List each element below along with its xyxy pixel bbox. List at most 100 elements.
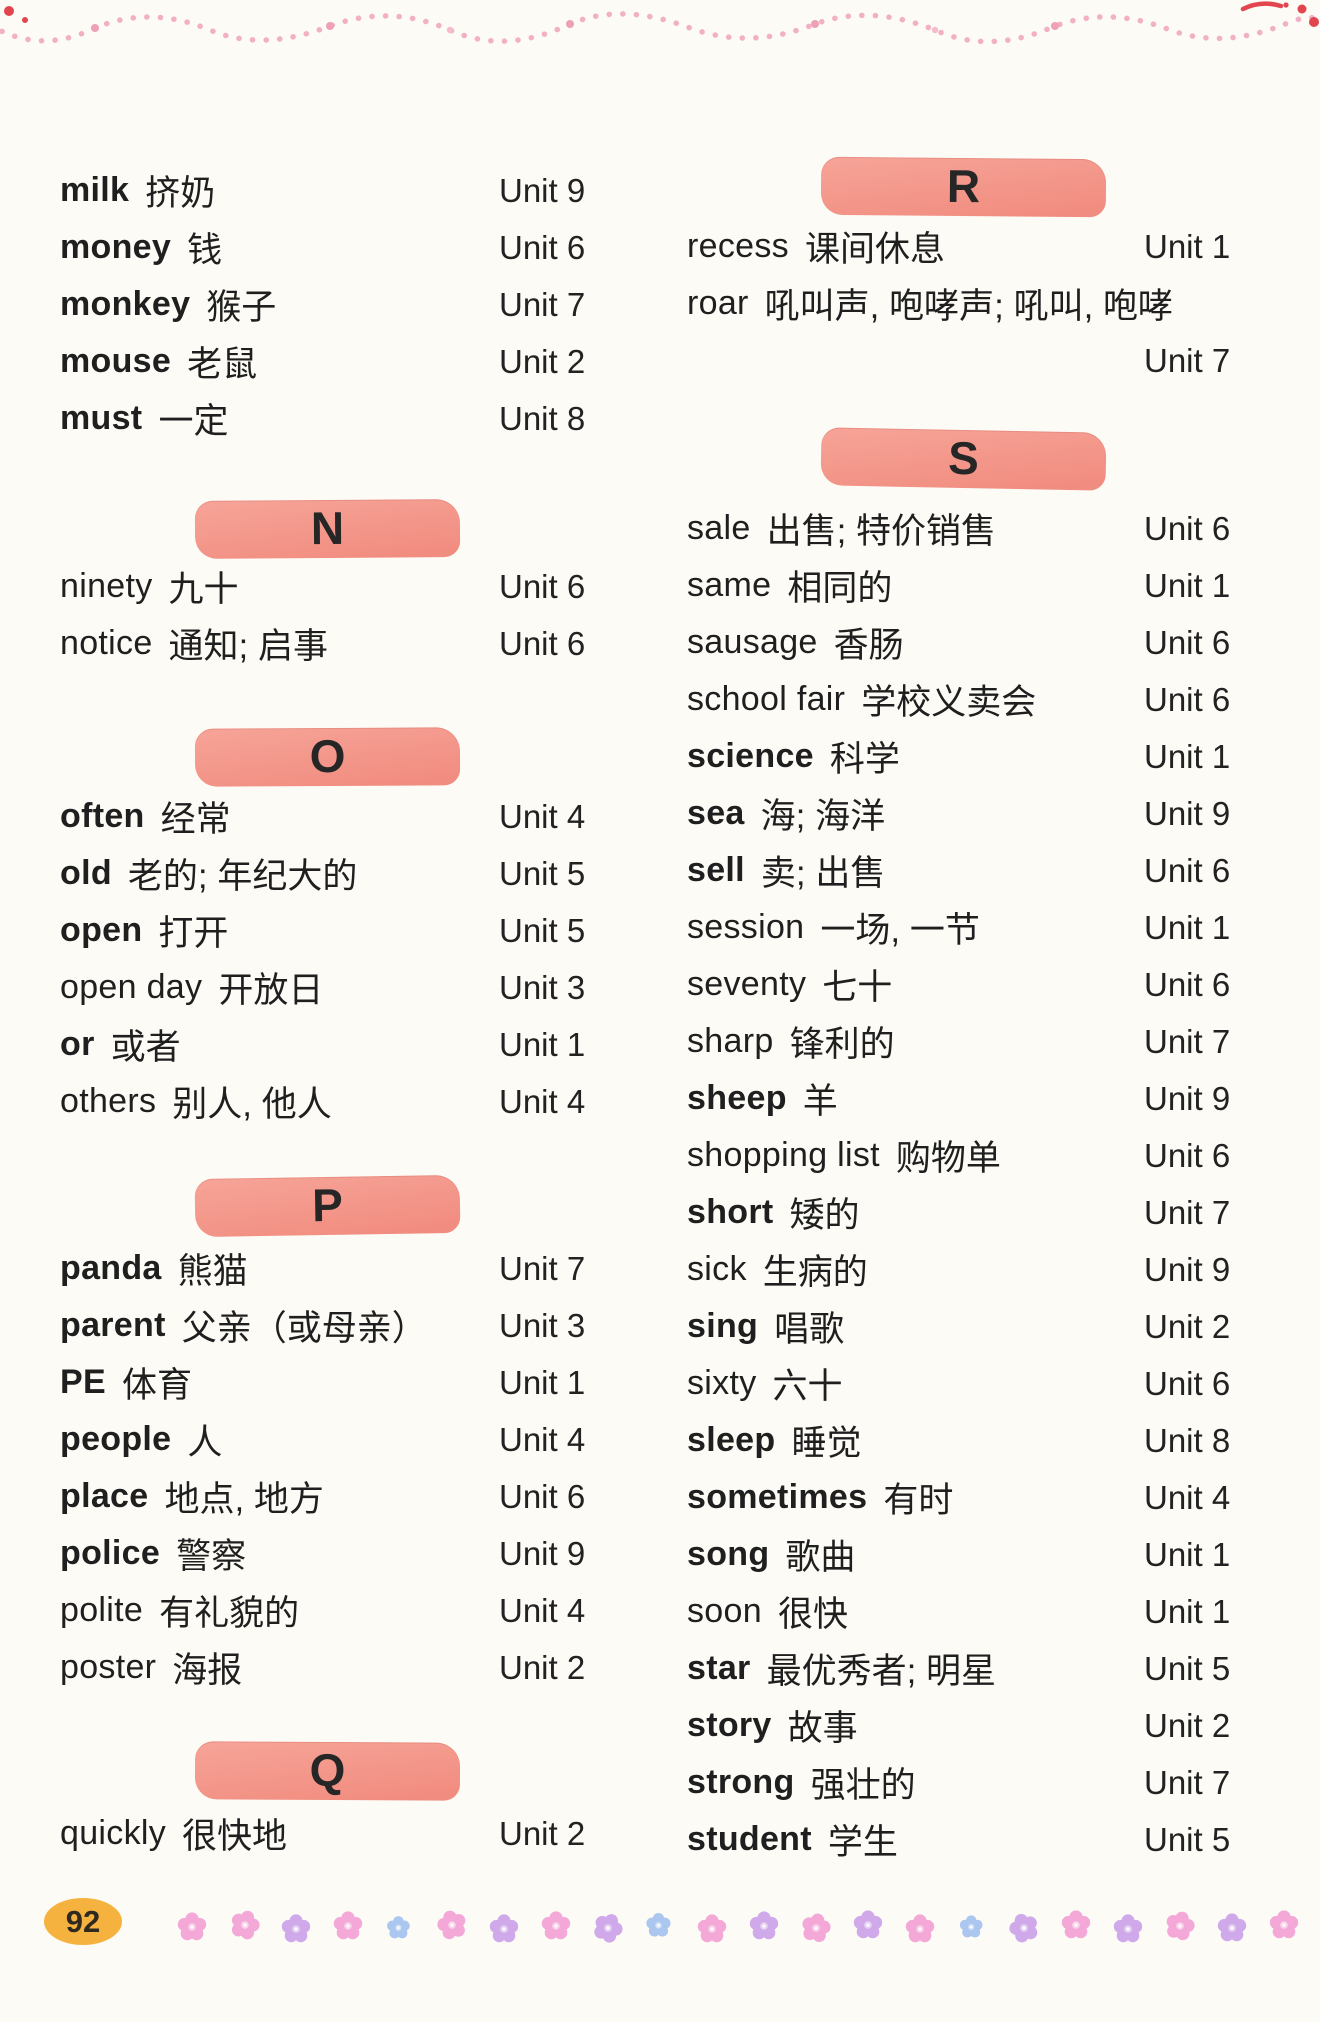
section-band-n: N — [194, 499, 461, 559]
entry-unit: Unit 9 — [1144, 1250, 1231, 1288]
entry-word: often — [60, 797, 145, 835]
section-letter: Q — [309, 1743, 346, 1797]
entry-translation: 七十 — [822, 968, 893, 1007]
entry-translation: 香肠 — [833, 626, 904, 665]
entry-unit: Unit 6 — [499, 624, 586, 662]
entry-unit: Unit 6 — [1144, 680, 1231, 718]
entry-word: mouse — [60, 342, 172, 380]
entry-word: sleep — [687, 1421, 776, 1459]
entry-translation: 出售; 特价销售 — [766, 512, 997, 551]
entry-translation: 打开 — [158, 914, 229, 953]
vocab-entry: milk 挤奶 Unit 9 — [60, 162, 595, 219]
entry-translation: 开放日 — [218, 971, 324, 1010]
entry-word: or — [60, 1025, 95, 1063]
entry-translation: 或者 — [110, 1028, 181, 1067]
entry-unit: Unit 1 — [499, 1363, 586, 1401]
vocab-entry: student 学生 Unit 5 — [687, 1811, 1240, 1868]
flower-strip-decoration — [177, 1906, 1299, 1946]
entry-unit: Unit 7 — [1144, 1193, 1231, 1231]
vocab-entry: notice 通知; 启事 Unit 6 — [60, 615, 595, 672]
entry-translation: 生病的 — [762, 1253, 868, 1292]
entry-word: must — [60, 399, 143, 437]
entry-word: science — [687, 737, 814, 775]
entry-word: sausage — [687, 623, 818, 661]
entry-unit: Unit 8 — [1144, 1421, 1231, 1459]
vocab-entry: story 故事 Unit 2 — [687, 1697, 1240, 1754]
page-number-badge: 92 — [44, 1898, 122, 1945]
entry-word: open day — [60, 968, 203, 1006]
vocab-entry: parent 父亲（或母亲） Unit 3 — [60, 1297, 595, 1354]
vocab-entry: sleep 睡觉 Unit 8 — [687, 1412, 1240, 1469]
top-garland-decoration — [0, 1, 1320, 45]
vocab-entry: strong 强壮的 Unit 7 — [687, 1754, 1240, 1811]
vocab-entry: song 歌曲 Unit 1 — [687, 1526, 1240, 1583]
entry-word: sea — [687, 794, 745, 832]
entry-word: polite — [60, 1591, 144, 1629]
entry-word: others — [60, 1082, 157, 1120]
entry-translation: 海; 海洋 — [760, 797, 886, 836]
entry-translation: 歌曲 — [785, 1538, 856, 1577]
vocab-entry: quickly 很快地 Unit 2 — [60, 1805, 595, 1862]
entry-unit: Unit 6 — [499, 567, 586, 605]
vocab-entry: sometimes 有时 Unit 4 — [687, 1469, 1240, 1526]
entry-word: song — [687, 1535, 770, 1573]
entry-unit: Unit 6 — [499, 1477, 586, 1515]
entry-unit: Unit 3 — [499, 968, 586, 1006]
vocab-entry: same 相同的 Unit 1 — [687, 557, 1240, 614]
entry-translation: 老的; 年纪大的 — [127, 857, 358, 896]
entry-word: roar — [687, 284, 749, 322]
section-band-o: O — [194, 727, 461, 787]
entry-word: sell — [687, 851, 745, 889]
entry-unit: Unit 1 — [1144, 227, 1231, 265]
section-letter: N — [310, 501, 345, 555]
entry-translation: 强壮的 — [810, 1766, 916, 1805]
entry-word: sale — [687, 509, 751, 547]
entry-translation: 睡觉 — [791, 1424, 862, 1463]
entry-translation: 海报 — [172, 1651, 243, 1690]
entry-word: student — [687, 1820, 812, 1858]
entry-word: sharp — [687, 1022, 774, 1060]
entry-translation: 很快 — [777, 1595, 848, 1634]
entry-word: short — [687, 1193, 774, 1231]
entry-word: soon — [687, 1592, 762, 1630]
entry-unit: Unit 5 — [499, 911, 586, 949]
entry-translation: 一场, 一节 — [820, 911, 980, 950]
entry-translation: 相同的 — [787, 569, 893, 608]
entry-word: sick — [687, 1250, 747, 1288]
entry-translation: 挤奶 — [145, 174, 216, 213]
entry-translation: 九十 — [168, 570, 239, 609]
vocab-entry: open day 开放日 Unit 3 — [60, 959, 595, 1016]
entry-word: people — [60, 1420, 172, 1458]
entry-translation: 故事 — [787, 1709, 858, 1748]
section-m: milk 挤奶 Unit 9 money 钱 Unit 6 monkey 猴子 Unit 7 mo… — [60, 162, 595, 447]
vocab-entry: sing 唱歌 Unit 2 — [687, 1298, 1240, 1355]
entry-word: old — [60, 854, 112, 892]
vocab-entry: police 警察 Unit 9 — [60, 1525, 595, 1582]
flower-icons — [177, 1906, 1299, 1946]
vocab-entry: place 地点, 地方 Unit 6 — [60, 1468, 595, 1525]
entry-translation: 有礼貌的 — [159, 1594, 300, 1633]
entry-word: recess — [687, 227, 789, 265]
entry-word: sing — [687, 1307, 759, 1345]
entry-word: shopping list — [687, 1136, 880, 1174]
entry-word: milk — [60, 171, 130, 209]
section-letter: R — [946, 159, 981, 213]
entry-unit: Unit 6 — [1144, 1364, 1231, 1402]
page-number: 92 — [65, 1903, 101, 1939]
entry-word: ninety — [60, 567, 153, 605]
vocab-entry: sell 卖; 出售 Unit 6 — [687, 842, 1240, 899]
entry-unit: Unit 4 — [499, 1082, 586, 1120]
vocab-entry: sharp 锋利的 Unit 7 — [687, 1013, 1240, 1070]
vocab-entry: shopping list 购物单 Unit 6 — [687, 1127, 1240, 1184]
vocab-entry: people 人 Unit 4 — [60, 1411, 595, 1468]
entry-unit: Unit 4 — [499, 797, 586, 835]
entry-translation: 父亲（或母亲） — [181, 1309, 427, 1348]
section-letter: O — [309, 729, 346, 783]
vocab-entry: old 老的; 年纪大的 Unit 5 — [60, 845, 595, 902]
entry-unit: Unit 7 — [1144, 1763, 1231, 1801]
entry-word: story — [687, 1706, 772, 1744]
vocab-entry: open 打开 Unit 5 — [60, 902, 595, 959]
entry-word: sixty — [687, 1364, 757, 1402]
